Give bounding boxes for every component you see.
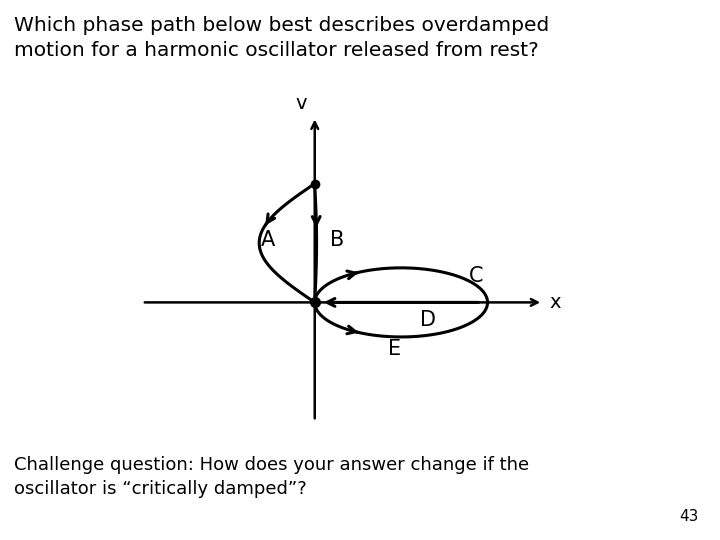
Text: B: B	[330, 230, 344, 250]
Text: Which phase path below best describes overdamped
motion for a harmonic oscillato: Which phase path below best describes ov…	[14, 16, 549, 60]
Text: x: x	[549, 293, 561, 312]
Text: C: C	[469, 266, 484, 287]
Text: E: E	[388, 339, 402, 359]
Text: 43: 43	[679, 509, 698, 524]
Text: D: D	[420, 310, 436, 330]
Text: v: v	[296, 94, 307, 113]
Text: A: A	[261, 230, 275, 250]
Text: Challenge question: How does your answer change if the
oscillator is “critically: Challenge question: How does your answer…	[14, 456, 529, 498]
